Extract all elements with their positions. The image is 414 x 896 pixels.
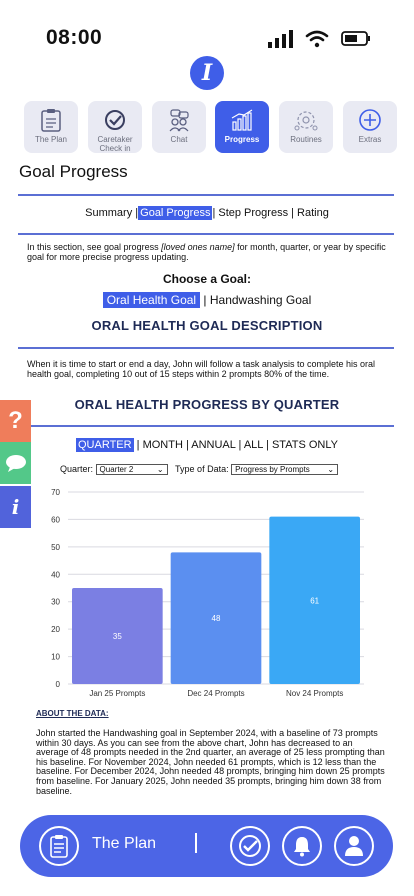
divider <box>18 347 394 349</box>
bar-chart-icon <box>231 109 253 131</box>
question-icon: ? <box>8 407 23 434</box>
progress-title: ORAL HEALTH PROGRESS BY QUARTER <box>74 397 340 412</box>
about-text: John started the Handwashing goal in Sep… <box>36 728 385 796</box>
bar <box>72 588 163 684</box>
profile-nav-button[interactable] <box>334 826 374 866</box>
quarter-label: Quarter: <box>60 464 94 474</box>
tab-routines[interactable]: Routines <box>279 101 333 153</box>
divider <box>18 233 394 235</box>
check-in-nav-button[interactable] <box>230 826 270 866</box>
x-tick-label: Jan 25 Prompts <box>89 689 145 698</box>
signal-icon <box>268 30 293 48</box>
chat-bubble-icon <box>5 455 26 472</box>
page-title: Goal Progress <box>19 162 128 181</box>
tab-progress[interactable]: Progress <box>215 101 269 153</box>
x-tick-label: Dec 24 Prompts <box>187 689 244 698</box>
chevron-down-icon: ⌄ <box>156 465 164 475</box>
bottom-nav-label[interactable]: The Plan <box>92 835 157 852</box>
check-badge-icon <box>239 835 261 857</box>
y-tick-label: 20 <box>51 625 60 634</box>
info-button[interactable]: i <box>0 486 31 528</box>
period-selector: QUARTER | MONTH | ANNUAL | ALL | STATS O… <box>0 438 414 452</box>
divider <box>18 194 394 196</box>
notifications-nav-button[interactable] <box>282 826 322 866</box>
help-button[interactable]: ? <box>0 400 31 442</box>
top-tab-bar: The Plan Caretaker Check in Chat Progres… <box>24 101 398 153</box>
bar <box>170 552 262 684</box>
data-label: 48 <box>212 614 221 623</box>
choose-goal-heading: Choose a Goal: <box>162 272 251 286</box>
goal-description: When it is time to start or end a day, J… <box>27 359 375 379</box>
progress-chart: 0 10 20 30 40 50 60 70 35 Jan 25 Prompts 48 Dec 24 … <box>51 488 364 698</box>
description-title: ORAL HEALTH GOAL DESCRIPTION <box>91 318 323 333</box>
bell-icon <box>294 837 310 857</box>
plan-nav-button[interactable] <box>39 826 79 866</box>
tab-caretaker-check-in[interactable]: Caretaker Check in <box>88 101 142 153</box>
y-tick-label: 30 <box>51 598 60 607</box>
chevron-down-icon: ⌄ <box>327 465 335 475</box>
y-tick-label: 60 <box>51 515 60 524</box>
bottom-nav: The Plan <box>20 815 393 877</box>
user-icon <box>345 836 363 856</box>
tab-the-plan[interactable]: The Plan <box>24 101 78 153</box>
chat-button[interactable] <box>0 442 31 484</box>
quarter-select[interactable]: Quarter 2 ⌄ <box>95 464 168 476</box>
x-tick-label: Nov 24 Prompts <box>286 689 343 698</box>
status-bar: 08:00 <box>0 0 414 60</box>
data-label: 35 <box>113 632 122 641</box>
routines-icon <box>294 111 318 131</box>
bar <box>269 516 360 684</box>
tab-chat[interactable]: Chat <box>152 101 206 153</box>
period-quarter[interactable]: QUARTER <box>76 438 134 452</box>
goal-oral-health[interactable]: Oral Health Goal <box>102 292 201 308</box>
status-time: 08:00 <box>46 26 103 49</box>
goal-handwashing[interactable]: | Handwashing Goal <box>203 293 312 307</box>
info-icon: i <box>11 495 20 519</box>
y-tick-label: 10 <box>51 653 60 662</box>
goal-selector: Oral Health Goal | Handwashing Goal <box>0 292 414 308</box>
battery-icon <box>341 31 370 46</box>
divider <box>18 425 394 427</box>
y-tick-label: 40 <box>51 570 60 579</box>
filters: Quarter: Quarter 2 ⌄ Type of Data: Progre… <box>60 464 339 476</box>
plus-circle-icon <box>359 109 381 131</box>
intro-text: In this section, see goal progress [love… <box>27 242 386 262</box>
subnav: Summary | Goal Progress | Step Progress | … <box>0 206 414 220</box>
subnav-rest[interactable]: | Step Progress | Rating <box>212 207 329 219</box>
app-logo: I <box>190 56 224 90</box>
clipboard-icon <box>50 835 68 858</box>
chat-people-icon <box>169 109 189 132</box>
y-tick-label: 50 <box>51 543 60 552</box>
wifi-icon <box>305 30 329 48</box>
subnav-goal-progress[interactable]: Goal Progress <box>138 206 213 220</box>
data-type-select[interactable]: Progress by Prompts ⌄ <box>231 464 339 476</box>
data-label: 61 <box>310 596 319 605</box>
divider <box>195 833 197 853</box>
tab-extras[interactable]: Extras <box>343 101 397 153</box>
type-label: Type of Data: <box>175 464 229 474</box>
clipboard-icon <box>41 109 61 132</box>
period-rest[interactable]: | MONTH | ANNUAL | ALL | STATS ONLY <box>136 439 338 451</box>
subnav-summary[interactable]: Summary | <box>85 207 139 219</box>
check-badge-icon <box>105 110 125 130</box>
y-tick-label: 70 <box>51 488 60 497</box>
y-tick-label: 0 <box>56 680 61 689</box>
about-heading: ABOUT THE DATA: <box>36 709 109 718</box>
